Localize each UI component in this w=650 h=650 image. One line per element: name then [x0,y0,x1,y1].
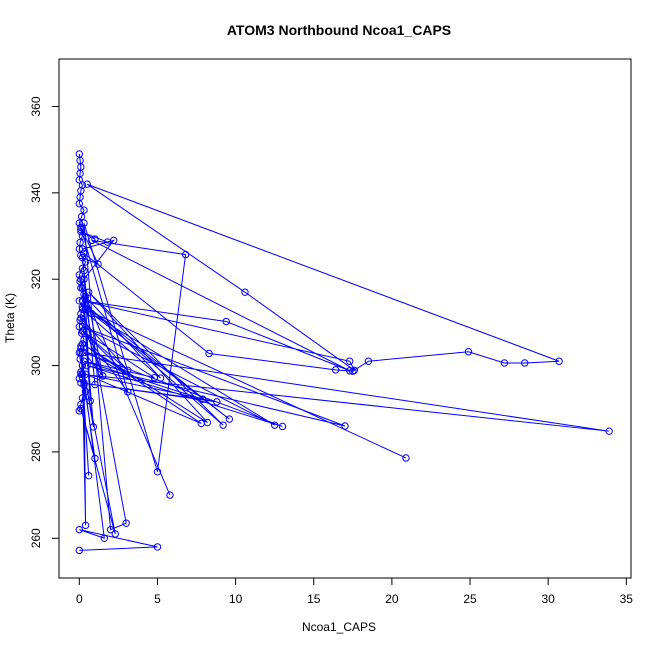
data-point [81,521,90,530]
y-tick-label: 360 [29,96,43,116]
series-line [80,291,610,496]
data-point [75,199,84,208]
data-point [80,206,88,214]
y-tick-label: 300 [29,355,43,375]
data-point [100,534,109,542]
data-point [84,471,93,480]
data-point [225,415,234,423]
data-point [219,421,227,429]
data-point [341,422,349,430]
data-point [75,525,84,534]
data-point [86,397,94,405]
data-point [156,374,165,382]
x-tick-label: 30 [541,592,555,606]
data-point [75,407,84,415]
data-point [89,423,98,431]
y-tick-label: 260 [29,528,43,548]
data-point [78,327,87,335]
data-point [122,370,130,378]
series-line [79,227,158,551]
y-axis-label: Theta (K) [3,293,17,343]
data-point [349,367,357,375]
x-tick-label: 0 [76,592,83,606]
data-point [103,238,112,246]
data-point [78,361,87,370]
data-point [205,349,213,358]
data-point [402,454,410,462]
data-point [77,348,85,357]
data-point [241,288,249,296]
data-point [77,223,85,232]
data-point [78,245,87,253]
data-point [350,366,359,375]
data-point [555,357,563,365]
data-point [91,454,99,463]
data-point [213,398,221,406]
data-point [80,379,88,387]
data-point [278,422,287,431]
data-point [78,284,87,292]
data-point [270,421,279,429]
y-tick-label: 340 [29,183,43,203]
plot-frame [58,58,632,579]
data-point [77,405,85,413]
data-point [78,264,87,273]
data-point [345,367,354,375]
data-point [77,228,85,236]
data-point [124,388,132,396]
series-line [80,183,560,531]
data-point [521,359,529,367]
data-point [78,340,87,348]
data-point [122,519,130,527]
y-axis: 260 280 300 320 340 360 [29,96,60,548]
data-point [364,357,373,365]
data-point [197,419,205,428]
y-tick-label: 320 [29,269,43,289]
x-tick-label: 10 [229,592,243,606]
data-point [181,250,190,259]
data-point [153,543,162,551]
data-point [99,372,107,380]
data-point [91,235,99,243]
data-point [124,366,132,375]
chart-title: ATOM3 Northbound Ncoa1_CAPS [227,22,451,38]
x-axis: 0 5 10 15 20 25 30 35 [76,577,634,606]
data-point [91,380,99,389]
x-tick-label: 35 [620,592,634,606]
data-point [77,212,86,221]
x-tick-label: 25 [463,592,477,606]
data-point [222,317,230,326]
data-point [78,370,87,378]
data-point [111,530,119,538]
y-tick-label: 280 [29,442,43,462]
data-point [605,427,613,435]
data-point [331,366,340,374]
x-tick-label: 5 [154,592,161,606]
data-point [166,491,174,499]
data-point [80,249,88,258]
data-point [153,468,162,476]
x-tick-label: 15 [307,592,321,606]
x-tick-label: 20 [385,592,399,606]
data-point [75,546,84,555]
data-point [80,275,88,283]
plot-area [75,150,613,555]
data-point [78,253,87,262]
data-point [94,260,102,268]
data-point [199,395,207,403]
data-point [500,359,509,367]
data-point [77,344,85,352]
data-point [345,357,354,365]
data-point [464,348,473,356]
data-point [83,180,91,188]
x-axis-label: Ncoa1_CAPS [302,620,376,634]
data-point [80,266,88,275]
